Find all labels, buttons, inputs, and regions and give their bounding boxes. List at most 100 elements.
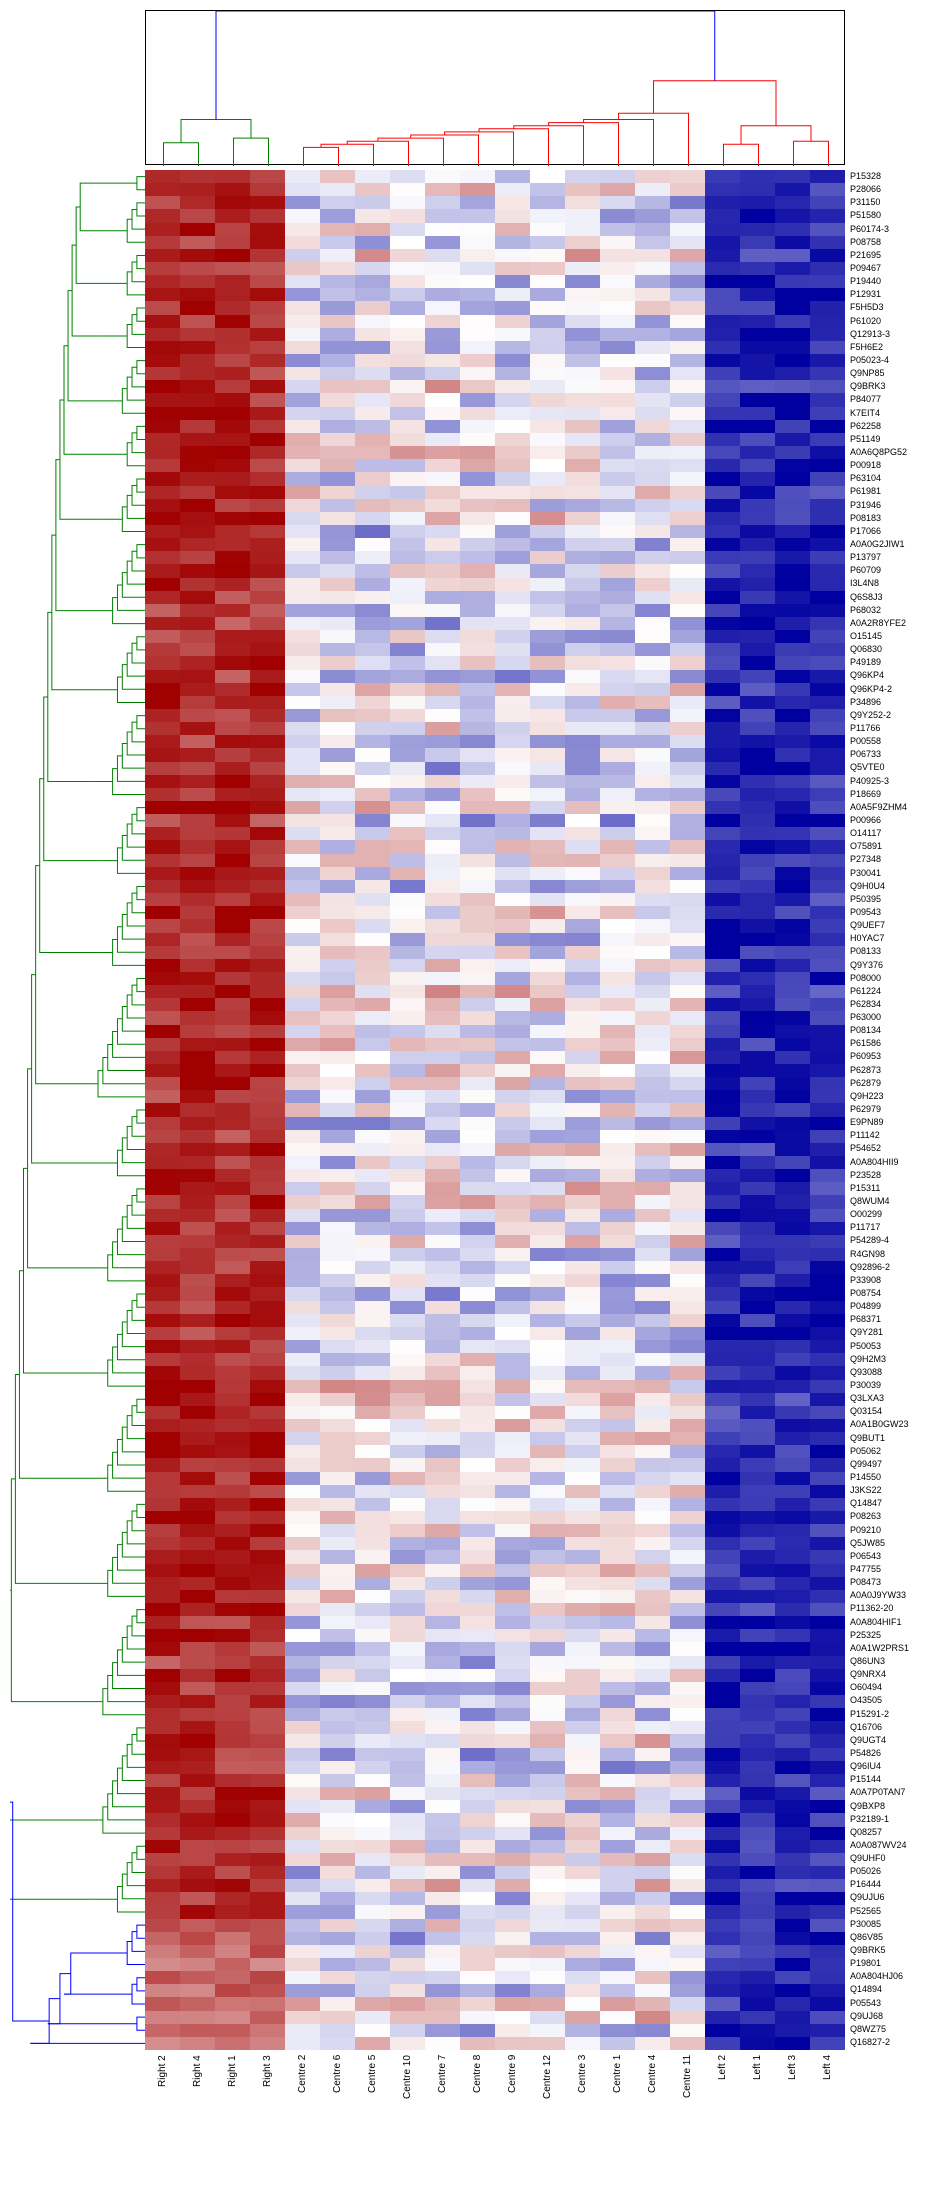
- heatmap-cell: [600, 933, 635, 946]
- heatmap-cell: [565, 748, 600, 761]
- heatmap-cell: [635, 880, 670, 893]
- heatmap-cell: [250, 1971, 285, 1984]
- heatmap-cell: [530, 1866, 565, 1879]
- heatmap-cell: [775, 1879, 810, 1892]
- heatmap-cell: [355, 1011, 390, 1024]
- heatmap-cell: [670, 1287, 705, 1300]
- heatmap-cell: [460, 1419, 495, 1432]
- heatmap-cell: [320, 2037, 355, 2050]
- heatmap-cell: [250, 946, 285, 959]
- heatmap-cell: [355, 1485, 390, 1498]
- heatmap-cell: [810, 1787, 845, 1800]
- heatmap-cell: [740, 1550, 775, 1563]
- heatmap-cell: [775, 696, 810, 709]
- heatmap-cell: [180, 1406, 215, 1419]
- heatmap-cell: [390, 512, 425, 525]
- heatmap-cell: [705, 1472, 740, 1485]
- heatmap-cell: [810, 1038, 845, 1051]
- heatmap-cell: [145, 1958, 180, 1971]
- heatmap-cell: [390, 249, 425, 262]
- heatmap-cell: [215, 683, 250, 696]
- heatmap-cell: [390, 2037, 425, 2050]
- heatmap-cell: [215, 1537, 250, 1550]
- heatmap-cell: [565, 1642, 600, 1655]
- heatmap-cell: [705, 1840, 740, 1853]
- heatmap-cell: [495, 1800, 530, 1813]
- heatmap-cell: [810, 748, 845, 761]
- heatmap-cell: [460, 1853, 495, 1866]
- heatmap-cell: [390, 1787, 425, 1800]
- heatmap-cell: [530, 893, 565, 906]
- heatmap-cell: [495, 1485, 530, 1498]
- heatmap-cell: [565, 1616, 600, 1629]
- heatmap-cell: [705, 1682, 740, 1695]
- heatmap-cell: [530, 670, 565, 683]
- heatmap-cell: [355, 1590, 390, 1603]
- heatmap-cell: [495, 1787, 530, 1800]
- heatmap-cell: [425, 1287, 460, 1300]
- heatmap-cell: [740, 840, 775, 853]
- heatmap-cell: [495, 972, 530, 985]
- heatmap-cell: [810, 670, 845, 683]
- heatmap-cell: [250, 341, 285, 354]
- heatmap-cell: [530, 1958, 565, 1971]
- heatmap-cell: [810, 301, 845, 314]
- heatmap-cell: [320, 1314, 355, 1327]
- heatmap-cell: [530, 972, 565, 985]
- heatmap-cell: [670, 1564, 705, 1577]
- heatmap-cell: [600, 1064, 635, 1077]
- heatmap-cell: [285, 301, 320, 314]
- heatmap-cell: [530, 696, 565, 709]
- heatmap-cell: [425, 433, 460, 446]
- heatmap-cell: [285, 604, 320, 617]
- column-label: Centre 11: [670, 2055, 705, 2175]
- heatmap-cell: [565, 170, 600, 183]
- heatmap-cell: [530, 1564, 565, 1577]
- heatmap-cell: [495, 1445, 530, 1458]
- heatmap-cell: [250, 420, 285, 433]
- heatmap-cell: [215, 762, 250, 775]
- heatmap-cell: [250, 1708, 285, 1721]
- row-label: P28066: [850, 183, 937, 196]
- heatmap-cell: [250, 1761, 285, 1774]
- heatmap-cell: [600, 420, 635, 433]
- heatmap-cell: [320, 959, 355, 972]
- heatmap-cell: [810, 1708, 845, 1721]
- heatmap-cell: [250, 1077, 285, 1090]
- heatmap-cell: [355, 1287, 390, 1300]
- heatmap-cell: [810, 1984, 845, 1997]
- heatmap-cell: [565, 643, 600, 656]
- heatmap-cell: [355, 946, 390, 959]
- heatmap-cell: [285, 328, 320, 341]
- heatmap-cell: [775, 1498, 810, 1511]
- heatmap-cell: [495, 933, 530, 946]
- heatmap-cell: [355, 867, 390, 880]
- heatmap-cell: [565, 341, 600, 354]
- heatmap-cell: [810, 1853, 845, 1866]
- heatmap-cell: [600, 472, 635, 485]
- heatmap-cell: [565, 854, 600, 867]
- heatmap-cell: [565, 604, 600, 617]
- heatmap-cell: [775, 670, 810, 683]
- heatmap-cell: [145, 893, 180, 906]
- heatmap-cell: [600, 867, 635, 880]
- heatmap-cell: [670, 1209, 705, 1222]
- heatmap-cell: [320, 538, 355, 551]
- heatmap-cell: [145, 775, 180, 788]
- heatmap-cell: [670, 1064, 705, 1077]
- heatmap-cell: [705, 1222, 740, 1235]
- heatmap-cell: [250, 1327, 285, 1340]
- heatmap-cell: [355, 288, 390, 301]
- heatmap-cell: [285, 1143, 320, 1156]
- heatmap-cell: [180, 696, 215, 709]
- heatmap-cell: [390, 1432, 425, 1445]
- heatmap-cell: [810, 1077, 845, 1090]
- heatmap-cell: [390, 1156, 425, 1169]
- heatmap-cell: [565, 196, 600, 209]
- heatmap-cell: [530, 1813, 565, 1826]
- heatmap-cell: [740, 1380, 775, 1393]
- row-label: P50395: [850, 893, 937, 906]
- heatmap-cell: [460, 748, 495, 761]
- heatmap-cell: [390, 288, 425, 301]
- heatmap-cell: [425, 1919, 460, 1932]
